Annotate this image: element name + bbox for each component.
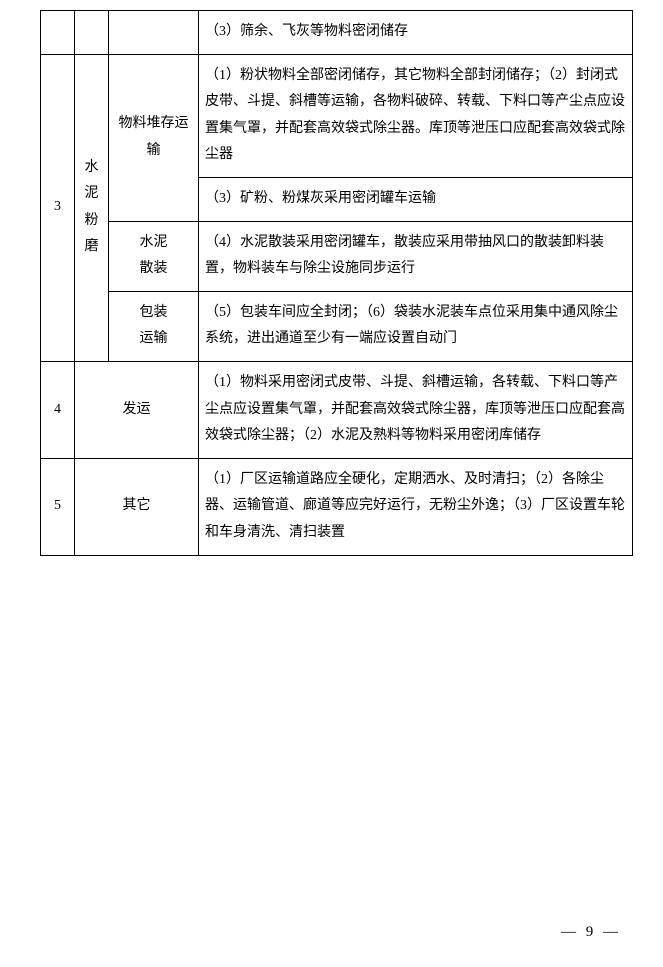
cell-cat2-material-storage-transport: 物料堆存运输: [109, 54, 199, 221]
cell-cat2-cement-bulk: 水泥 散装: [109, 221, 199, 291]
page-number: — 9 —: [561, 924, 621, 941]
table-row: （3）筛余、飞灰等物料密闭储存: [41, 11, 633, 55]
cell-desc: （1）物料采用密闭式皮带、斗提、斜槽运输，各转载、下料口等产尘点应设置集气罩，并…: [199, 361, 633, 458]
cat1-char: 粉: [85, 213, 99, 228]
page: （3）筛余、飞灰等物料密闭储存 3 水 泥 粉 磨 物料堆存运输 （1）粉状物料…: [0, 0, 663, 967]
cell-num-3: 3: [41, 54, 75, 361]
table-row: 4 发运 （1）物料采用密闭式皮带、斗提、斜槽运输，各转载、下料口等产尘点应设置…: [41, 361, 633, 458]
cell-cat2-empty: [109, 11, 199, 55]
cell-cat1-cement-grinding: 水 泥 粉 磨: [75, 54, 109, 361]
cell-cat1-empty: [75, 11, 109, 55]
table-row: 水泥 散装 （4）水泥散装采用密闭罐车，散装应采用带抽风口的散装卸料装置，物料装…: [41, 221, 633, 291]
table-row: 3 水 泥 粉 磨 物料堆存运输 （1）粉状物料全部密闭储存，其它物料全部封闭储…: [41, 54, 633, 177]
cat1-char: 磨: [85, 239, 99, 254]
cat1-char: 水: [85, 160, 99, 175]
cell-desc: （4）水泥散装采用密闭罐车，散装应采用带抽风口的散装卸料装置，物料装车与除尘设施…: [199, 221, 633, 291]
cell-num-5: 5: [41, 458, 75, 555]
cell-desc: （3）矿粉、粉煤灰采用密闭罐车运输: [199, 177, 633, 221]
cat2-line: 运输: [140, 331, 168, 346]
cell-num-4: 4: [41, 361, 75, 458]
table-row: 包装 运输 （5）包装车间应全封闭；（6）袋装水泥装车点位采用集中通风除尘系统，…: [41, 291, 633, 361]
cell-num-empty: [41, 11, 75, 55]
cat2-line: 包装: [140, 305, 168, 320]
cell-cat-other: 其它: [75, 458, 199, 555]
cell-desc: （1）厂区运输道路应全硬化，定期洒水、及时清扫；（2）各除尘器、运输管道、廊道等…: [199, 458, 633, 555]
cell-cat2-packaging-transport: 包装 运输: [109, 291, 199, 361]
cell-cat-dispatch: 发运: [75, 361, 199, 458]
cell-desc: （3）筛余、飞灰等物料密闭储存: [199, 11, 633, 55]
table-row: 5 其它 （1）厂区运输道路应全硬化，定期洒水、及时清扫；（2）各除尘器、运输管…: [41, 458, 633, 555]
cell-desc: （5）包装车间应全封闭；（6）袋装水泥装车点位采用集中通风除尘系统，进出通道至少…: [199, 291, 633, 361]
regulation-table: （3）筛余、飞灰等物料密闭储存 3 水 泥 粉 磨 物料堆存运输 （1）粉状物料…: [40, 10, 633, 556]
cat2-line: 散装: [140, 261, 168, 276]
cat2-line: 水泥: [140, 235, 168, 250]
cell-desc: （1）粉状物料全部密闭储存，其它物料全部封闭储存；（2）封闭式皮带、斗提、斜槽等…: [199, 54, 633, 177]
cat1-char: 泥: [85, 186, 99, 201]
